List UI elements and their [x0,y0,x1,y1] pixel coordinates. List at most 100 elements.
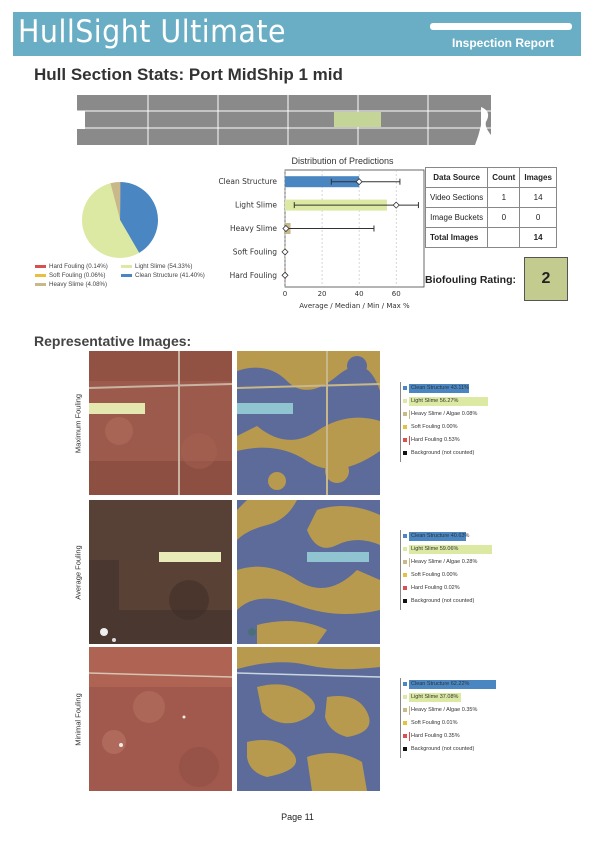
class-percentage-label: Heavy Slime / Algae 0.28% [411,559,478,565]
pie-legend-item: Clean Structure (41.40%) [121,272,205,279]
x-tick-label: 20 [318,290,327,298]
table-row: Video Sections 1 14 [424,187,557,208]
class-percentage-label: Hard Fouling 0.35% [411,733,460,739]
pie-slice-light-slime [82,183,140,258]
class-bar-item: Light Slime 56.27% [403,397,488,406]
class-color-dot [403,559,407,564]
brand-logo: HullSight Ultimate [18,14,287,50]
table-row: Total Images 14 [424,227,557,248]
hull-photo-average [89,500,232,644]
class-percentage-label: Soft Fouling 0.00% [411,424,458,430]
class-bar-item: Soft Fouling 0.00% [403,423,457,432]
class-percentage-label: Light Slime 59.06% [411,546,459,552]
class-percentage-label: Clean Structure 62.22% [411,681,470,687]
class-color-dot [403,746,407,751]
data-source-table: Data Source Count Images Video Sections … [424,167,557,248]
table-row: Image Buckets 0 0 [424,207,557,228]
class-bar-item: Heavy Slime / Algae 0.28% [403,558,477,567]
class-percentage-bar [409,545,492,554]
class-color-dot [403,385,407,390]
x-tick-label: 60 [392,290,401,298]
pie-legend-item: Hard Fouling (0.14%) [35,263,108,270]
class-percentage-label: Clean Structure 43.11% [411,385,469,391]
representative-images-title: Representative Images: [34,333,192,349]
report-header-band [13,12,581,56]
hull-photo-maximum [89,351,232,495]
class-color-dot [403,450,407,455]
class-color-dot [403,424,407,429]
table-cell [487,227,521,248]
table-cell: Video Sections [424,187,489,208]
table-header: Images [519,167,557,188]
pie-legend-item: Heavy Slime (4.08%) [35,281,107,288]
class-bar-item: Clean Structure 62.22% [403,680,497,689]
table-cell: 1 [487,187,521,208]
bar-axis [400,382,401,462]
inspected-section-highlight [334,112,381,127]
class-bar-item: Soft Fouling 0.00% [403,571,457,580]
class-percentage-label: Hard Fouling 0.53% [411,437,460,443]
class-color-dot [403,533,407,538]
x-axis-label: Average / Median / Min / Max % [299,302,410,310]
y-tick-label: Heavy Slime [230,224,277,233]
legend-swatch [35,273,46,277]
biofouling-rating-value: 2 [524,257,568,301]
class-color-dot [403,572,407,577]
median-marker [392,201,400,209]
pie-slice-clean-structure [120,182,158,253]
table-cell: Image Buckets [424,207,489,228]
class-percentage-bar [409,436,410,445]
class-bar-item: Light Slime 59.06% [403,545,492,554]
class-color-dot [403,733,407,738]
class-breakdown-minimal: Clean Structure 62.22% Light Slime 37.08%… [395,678,545,760]
hull-segmentation-maximum [237,351,380,495]
median-marker [282,224,290,233]
legend-swatch [121,273,132,277]
class-bar-item: Heavy Slime / Algae 0.35% [403,706,477,715]
class-color-dot [403,437,407,442]
pie-legend-item: Soft Fouling (0.06%) [35,272,105,279]
y-tick-label: Light Slime [235,201,277,210]
class-bar-item: Soft Fouling 0.01% [403,719,457,728]
class-bar-item: Background (not counted) [403,449,474,458]
class-bar-item: Hard Fouling 0.53% [403,436,460,445]
class-bar-item: Clean Structure 40.63% [403,532,469,541]
table-cell: 0 [519,207,557,228]
median-marker [281,248,289,256]
class-bar-item: Light Slime 37.08% [403,693,461,702]
class-percentage-bar [409,680,497,689]
page-number: Page 11 [281,812,314,822]
hull-segmentation-minimal [237,647,380,791]
class-percentage-label: Light Slime 37.08% [411,694,459,700]
class-percentage-label: Background (not counted) [411,746,475,752]
average-bar [285,176,360,188]
row-label-average: Average Fouling [73,545,83,600]
biofouling-rating-label: Biofouling Rating: [425,274,516,286]
class-color-dot [403,707,407,712]
median-marker [355,178,363,186]
class-percentage-label: Clean Structure 40.63% [411,533,470,539]
class-percentage-bar [409,532,466,541]
class-percentage-label: Background (not counted) [411,598,475,604]
row-label-minimal: Minimal Fouling [73,693,83,746]
class-bar-item: Hard Fouling 0.02% [403,584,460,593]
class-percentage-label: Soft Fouling 0.00% [411,572,458,578]
class-color-dot [403,598,407,603]
legend-swatch [121,264,132,268]
distribution-chart-title: Distribution of Predictions [291,156,394,166]
class-breakdown-maximum: Clean Structure 43.11% Light Slime 56.27%… [395,382,545,464]
table-cell: 14 [519,227,557,248]
header-redaction-strip [430,23,572,30]
distribution-bar-chart: 0 20 40 60 Average / Median / Min / Max % Cle… [218,169,425,310]
hull-segmentation-average [237,500,380,644]
legend-swatch [35,282,46,286]
bar-axis [400,530,401,610]
row-label-maximum: Maximum Fouling [73,393,83,454]
class-percentage-label: Light Slime 56.27% [411,398,459,404]
class-color-dot [403,585,407,590]
table-header-row: Data Source Count Images [424,167,557,188]
class-color-dot [403,694,407,699]
class-bar-item: Background (not counted) [403,745,474,754]
class-color-dot [403,720,407,725]
table-header: Data Source [424,167,489,188]
